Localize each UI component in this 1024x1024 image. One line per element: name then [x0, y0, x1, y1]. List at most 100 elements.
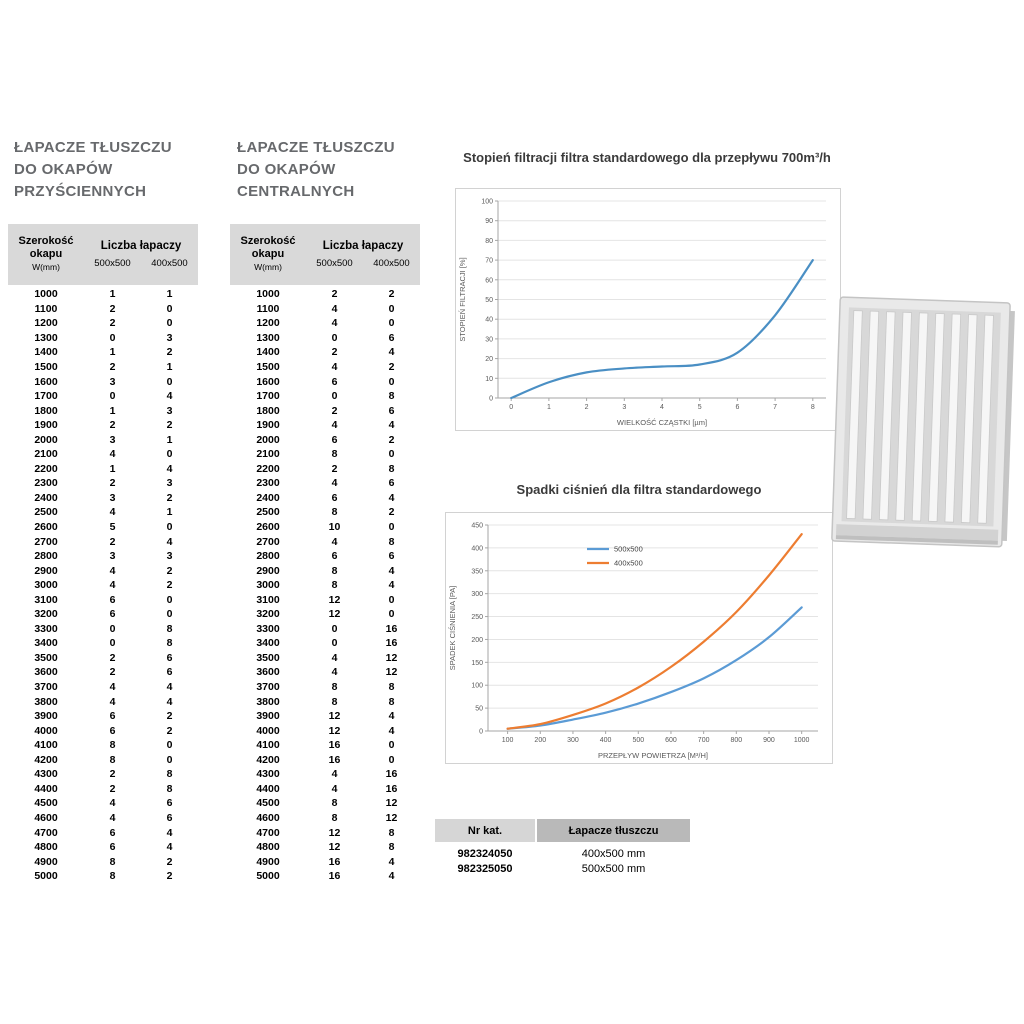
- svg-text:0: 0: [489, 396, 493, 403]
- trap-count-cell: 2: [166, 346, 173, 359]
- svg-text:150: 150: [471, 660, 483, 667]
- svg-text:400: 400: [600, 737, 612, 744]
- trap-count-cell: 1: [166, 361, 173, 373]
- wall-table-row: 1800 1 3: [8, 403, 198, 418]
- trap-count-cell: 4: [166, 462, 173, 475]
- trap-count-cell: 8: [388, 841, 395, 854]
- central-table-row: 1000 2 2: [230, 287, 420, 302]
- svg-text:200: 200: [534, 737, 546, 744]
- wall-table-row: 1700 0 4: [8, 389, 198, 404]
- trap-count-cell: 2: [109, 477, 116, 490]
- trap-count-cell: 6: [166, 666, 173, 679]
- central-table-row: 3400 0 16: [230, 636, 420, 651]
- svg-text:60: 60: [485, 277, 493, 284]
- hood-width-cell: 1300: [256, 331, 280, 344]
- trap-count-cell: 12: [385, 666, 398, 679]
- trap-count-cell: 2: [166, 855, 173, 868]
- trap-count-cell: 3: [109, 491, 116, 504]
- wall-table-row: 2600 5 0: [8, 520, 198, 535]
- trap-count-cell: 8: [331, 695, 338, 708]
- central-table-row: 2600 10 0: [230, 520, 420, 535]
- hood-width-cell: 5000: [256, 870, 280, 883]
- wall-table-row: 4900 8 2: [8, 854, 198, 869]
- hood-width-unit: W(mm): [254, 262, 282, 273]
- central-table-row: 2900 8 4: [230, 563, 420, 578]
- pressure-chart-title: Spadki ciśnień dla filtra standardowego: [516, 482, 762, 497]
- central-table-row: 3700 8 8: [230, 680, 420, 695]
- trap-count-cell: 6: [388, 404, 395, 417]
- central-title-line3: CENTRALNYCH: [237, 183, 355, 200]
- trap-count-cell: 2: [388, 433, 395, 446]
- hood-width-cell: 4700: [34, 826, 58, 839]
- trap-count-cell: 4: [166, 681, 173, 694]
- hood-width-cell: 4200: [256, 753, 280, 766]
- svg-text:50: 50: [475, 706, 483, 713]
- central-table-row: 2200 2 8: [230, 462, 420, 477]
- central-table-row: 4300 4 16: [230, 767, 420, 782]
- trap-count-cell: 2: [166, 710, 173, 723]
- catalog-table-body: 982324050 400x500 mm 982325050 500x500 mm: [435, 842, 690, 876]
- trap-count-cell: 2: [388, 361, 395, 373]
- hood-width-cell: 4000: [34, 724, 58, 737]
- trap-count-cell: 4: [109, 448, 116, 461]
- hood-width-header: Szerokość okapu W(mm): [8, 224, 84, 285]
- hood-width-cell: 4100: [34, 739, 58, 752]
- trap-count-cell: 8: [166, 637, 173, 650]
- hood-width-cell: 1500: [256, 361, 280, 373]
- wall-table-row: 1900 2 2: [8, 418, 198, 433]
- grease-trap-header: Łapacze tłuszczu: [537, 819, 690, 842]
- svg-text:7: 7: [773, 404, 777, 411]
- catalog-table-header: Nr kat. Łapacze tłuszczu: [435, 819, 690, 842]
- wall-table-row: 2000 3 1: [8, 432, 198, 447]
- trap-count-cell: 8: [388, 390, 395, 403]
- hood-width-cell: 3700: [256, 681, 280, 694]
- hood-width-cell: 4500: [34, 797, 58, 810]
- central-table-row: 1300 0 6: [230, 331, 420, 346]
- hood-width-cell: 3800: [34, 695, 58, 708]
- trap-count-header-group: Liczba łapaczy 500x500 400x500: [84, 224, 198, 285]
- svg-text:3: 3: [622, 404, 626, 411]
- wall-table-header: Szerokość okapu W(mm) Liczba łapaczy 500…: [8, 224, 198, 285]
- central-table-row: 2100 8 0: [230, 447, 420, 462]
- trap-count-cell: 4: [331, 419, 338, 432]
- trap-count-cell: 8: [109, 870, 116, 883]
- trap-count-cell: 2: [166, 564, 173, 577]
- trap-count-cell: 4: [109, 506, 116, 519]
- trap-count-cell: 6: [109, 608, 116, 621]
- hood-width-cell: 4800: [34, 841, 58, 854]
- trap-count-cell: 1: [166, 433, 173, 446]
- trap-count-cell: 6: [166, 797, 173, 810]
- trap-count-cell: 4: [388, 419, 395, 432]
- hood-width-cell: 1600: [256, 375, 280, 388]
- trap-count-cell: 0: [166, 302, 173, 315]
- trap-count-cell: 8: [388, 695, 395, 708]
- trap-count-cell: 0: [166, 593, 173, 606]
- trap-count-cell: 2: [109, 666, 116, 679]
- trap-count-cell: 4: [166, 695, 173, 708]
- svg-text:PRZEPŁYW POWIETRZA [M³/H]: PRZEPŁYW POWIETRZA [M³/H]: [598, 751, 708, 760]
- svg-text:2: 2: [585, 404, 589, 411]
- wall-table-row: 3600 2 6: [8, 665, 198, 680]
- hood-width-cell: 2400: [34, 491, 58, 504]
- central-table-row: 4400 4 16: [230, 782, 420, 797]
- trap-count-cell: 12: [385, 797, 398, 810]
- trap-count-cell: 3: [166, 477, 173, 490]
- trap-count-cell: 2: [109, 782, 116, 795]
- wall-table-body: 1000 1 1 1100 2 0 1200 2 0 1300 0 3 1400 1 2 1500 2 1 1600…: [8, 285, 198, 884]
- trap-count-cell: 4: [109, 797, 116, 810]
- svg-text:1: 1: [547, 404, 551, 411]
- trap-count-cell: 4: [331, 535, 338, 548]
- trap-count-cell: 4: [331, 317, 338, 330]
- hood-width-cell: 1200: [256, 317, 280, 330]
- hood-width-cell: 2500: [256, 506, 280, 519]
- wall-title-line2: DO OKAPÓW: [14, 161, 113, 178]
- trap-count-cell: 1: [109, 346, 116, 359]
- trap-count-cell: 2: [166, 870, 173, 883]
- trap-count-cell: 5: [109, 521, 116, 534]
- trap-count-cell: 4: [109, 579, 116, 592]
- trap-count-cell: 6: [109, 593, 116, 606]
- wall-table-row: 2700 2 4: [8, 534, 198, 549]
- trap-count-cell: 6: [331, 491, 338, 504]
- trap-count-cell: 0: [166, 317, 173, 330]
- trap-count-cell: 8: [388, 681, 395, 694]
